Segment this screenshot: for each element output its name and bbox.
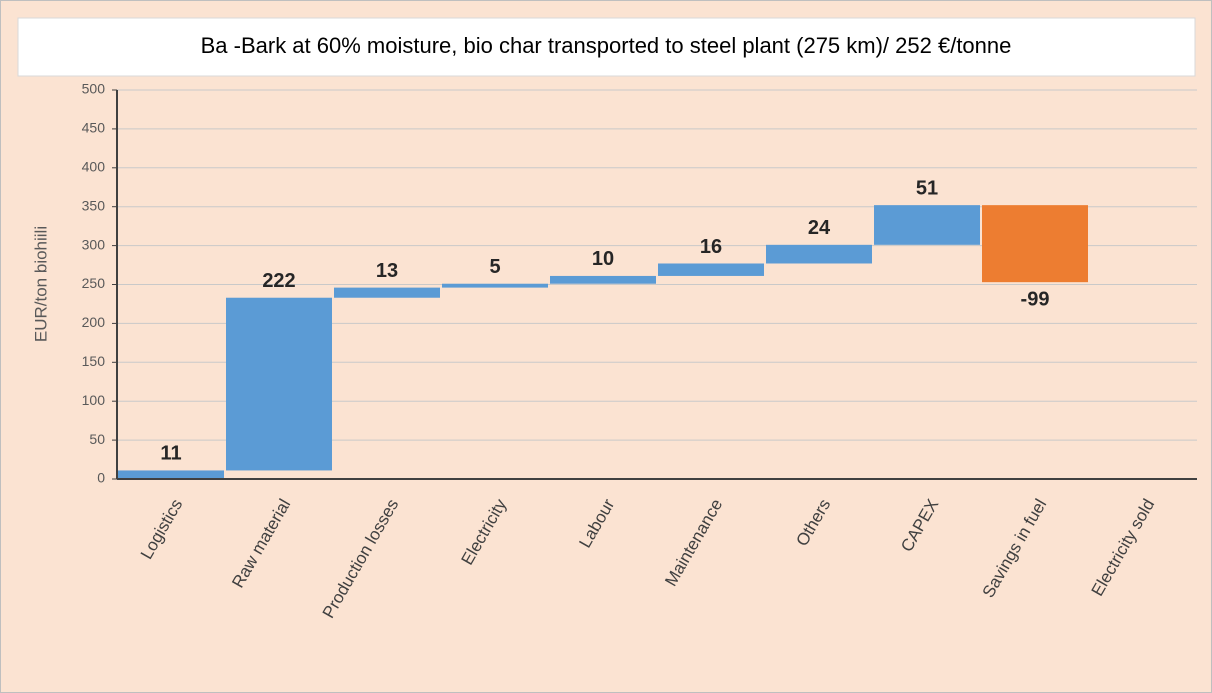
bar [982,205,1088,283]
y-tick-label: 150 [82,353,106,369]
value-label: 16 [700,236,722,258]
y-tick-label: 500 [82,81,106,97]
bar [226,297,332,471]
bar [550,275,656,284]
y-tick-label: 200 [82,314,106,330]
bar [442,283,548,288]
y-tick-label: 400 [82,159,106,175]
bar [334,287,440,298]
bar [874,205,980,245]
value-label: 5 [489,256,500,278]
value-label: 51 [916,177,938,199]
y-tick-label: 450 [82,120,106,136]
y-tick-label: 50 [89,431,105,447]
value-label: 222 [262,270,295,292]
bar [118,470,224,479]
bar [658,263,764,276]
title-box [17,17,1196,77]
value-label: 10 [592,248,614,270]
y-tick-label: 350 [82,197,106,213]
y-tick-label: 0 [97,470,105,486]
value-label: -99 [1021,288,1050,310]
value-label: 11 [160,443,181,465]
y-tick-label: 300 [82,236,106,252]
y-axis-label: EUR/ton biohiili [31,226,50,342]
y-tick-label: 100 [82,392,106,408]
value-label: 24 [808,217,831,239]
bar [766,244,872,264]
chart-title: Ba -Bark at 60% moisture, bio char trans… [201,33,1012,58]
value-label: 13 [376,260,398,282]
y-tick-label: 250 [82,275,106,291]
